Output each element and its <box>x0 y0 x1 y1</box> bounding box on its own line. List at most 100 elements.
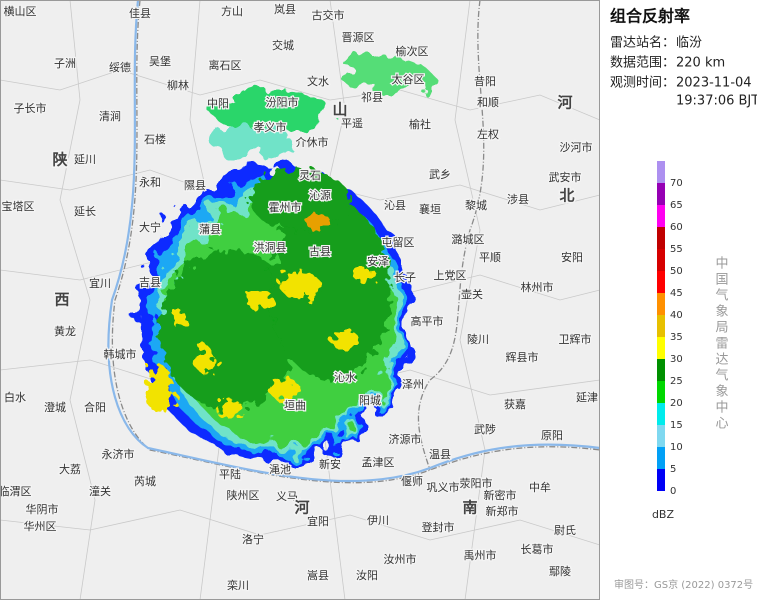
province-label: 北 <box>559 187 574 205</box>
place-label: 文水 <box>307 74 329 88</box>
radar-echo-cores <box>146 170 390 420</box>
place-label: 蒲县 <box>199 222 221 236</box>
place-label: 昔阳 <box>474 75 496 88</box>
sidebar: 组合反射率 雷达站名： 临汾 数据范围： 220 km 观测时间： 2023-1… <box>610 7 757 592</box>
place-label: 陵川 <box>467 333 489 346</box>
legend-swatch <box>657 183 665 205</box>
legend-swatch <box>657 403 665 425</box>
place-label: 中牟 <box>529 480 551 494</box>
place-label: 太谷区 <box>392 73 425 86</box>
legend-label: 15 <box>670 420 683 431</box>
place-label: 沁源 <box>309 188 331 202</box>
place-label: 涉县 <box>507 192 529 206</box>
place-label: 宝塔区 <box>2 199 35 213</box>
province-boundaries <box>111 0 600 484</box>
place-label: 延川 <box>74 153 96 166</box>
legend-swatch <box>657 337 665 359</box>
place-label: 鄢陵 <box>549 565 571 578</box>
place-label: 高平市 <box>411 314 444 328</box>
place-label: 洪洞县 <box>254 240 287 254</box>
place-label: 伊川 <box>367 514 389 527</box>
place-label: 大宁 <box>139 220 161 234</box>
legend-label: 70 <box>670 178 683 189</box>
place-label: 子长市 <box>14 101 47 115</box>
place-label: 义马 <box>276 490 298 503</box>
legend-swatch <box>657 381 665 403</box>
place-label: 交城 <box>272 38 294 52</box>
place-label: 孟津区 <box>362 456 395 469</box>
legend-swatch <box>657 271 665 293</box>
place-label: 汾阳市 <box>266 95 299 109</box>
legend-swatch <box>657 425 665 447</box>
place-label: 上党区 <box>434 269 467 282</box>
place-label: 尉氏 <box>554 523 576 537</box>
place-label: 古交市 <box>312 8 345 22</box>
legend-label: 0 <box>670 486 676 497</box>
legend-label: 35 <box>670 332 683 343</box>
legend-label: 60 <box>670 222 683 233</box>
province-label: 陕 <box>52 151 67 169</box>
province-label: 河 <box>294 499 309 517</box>
place-label: 卫辉市 <box>559 332 592 346</box>
province-label: 河 <box>557 94 572 112</box>
place-label: 汝州市 <box>384 552 417 566</box>
place-label: 嵩县 <box>307 569 329 582</box>
place-label: 芮城 <box>134 474 156 488</box>
place-label: 巩义市 <box>427 480 460 494</box>
place-label: 清涧 <box>99 110 121 123</box>
place-label: 安阳 <box>561 250 583 264</box>
place-label: 济源市 <box>389 432 422 446</box>
legend-label: 40 <box>670 310 683 321</box>
place-label: 汝阳 <box>356 568 378 582</box>
place-label: 潞城区 <box>452 232 485 246</box>
place-label: 岚县 <box>274 3 296 16</box>
legend-swatch <box>657 293 665 315</box>
range: 220 km <box>676 56 725 71</box>
yellow-river <box>107 0 600 483</box>
place-label: 武陟 <box>474 422 496 436</box>
sidebar-title: 组合反射率 <box>610 7 690 26</box>
place-label: 辉县市 <box>506 350 539 364</box>
legend-swatch <box>657 469 665 491</box>
place-label: 霍州市 <box>269 200 302 214</box>
place-label: 平顺 <box>479 251 501 264</box>
place-label: 中阳 <box>207 97 229 110</box>
legend-swatch <box>657 359 665 381</box>
place-label: 永和 <box>139 175 161 189</box>
legend-swatch <box>657 447 665 469</box>
legend-label: 20 <box>670 398 683 409</box>
province-label: 山 <box>332 101 347 119</box>
place-label: 壶关 <box>461 287 483 301</box>
place-label: 方山 <box>221 4 243 18</box>
place-label: 永济市 <box>102 447 135 461</box>
place-label: 栾川 <box>227 578 249 592</box>
place-label: 延长 <box>74 205 96 218</box>
place-label: 古县 <box>309 245 331 258</box>
legend-label: 10 <box>670 442 683 453</box>
place-label: 大荔 <box>59 462 81 476</box>
place-label: 长葛市 <box>521 542 554 556</box>
legend-label: 65 <box>670 200 683 211</box>
time-label: 观测时间： <box>610 76 675 91</box>
place-label: 安泽 <box>367 254 389 268</box>
place-label: 孝义市 <box>254 120 287 134</box>
place-label: 垣曲 <box>284 399 306 412</box>
date: 2023-11-04 <box>676 76 752 91</box>
place-label: 新郑市 <box>486 504 519 518</box>
place-label: 登封市 <box>422 520 455 534</box>
place-label: 屯留区 <box>382 236 415 249</box>
place-label: 平陆 <box>219 467 241 481</box>
place-label: 沁水 <box>334 371 356 384</box>
place-label: 澄城 <box>44 400 66 414</box>
place-label: 榆次区 <box>396 44 429 58</box>
province-label: 西 <box>54 291 69 309</box>
legend-label: 50 <box>670 266 683 277</box>
legend-swatch <box>657 315 665 337</box>
place-label: 黄龙 <box>54 324 76 338</box>
place-label: 白水 <box>4 390 26 404</box>
legend-label: 45 <box>670 288 683 299</box>
place-label: 长子 <box>394 271 416 284</box>
place-label: 离石区 <box>209 58 242 72</box>
time: 19:37:06 BJT <box>676 94 757 109</box>
